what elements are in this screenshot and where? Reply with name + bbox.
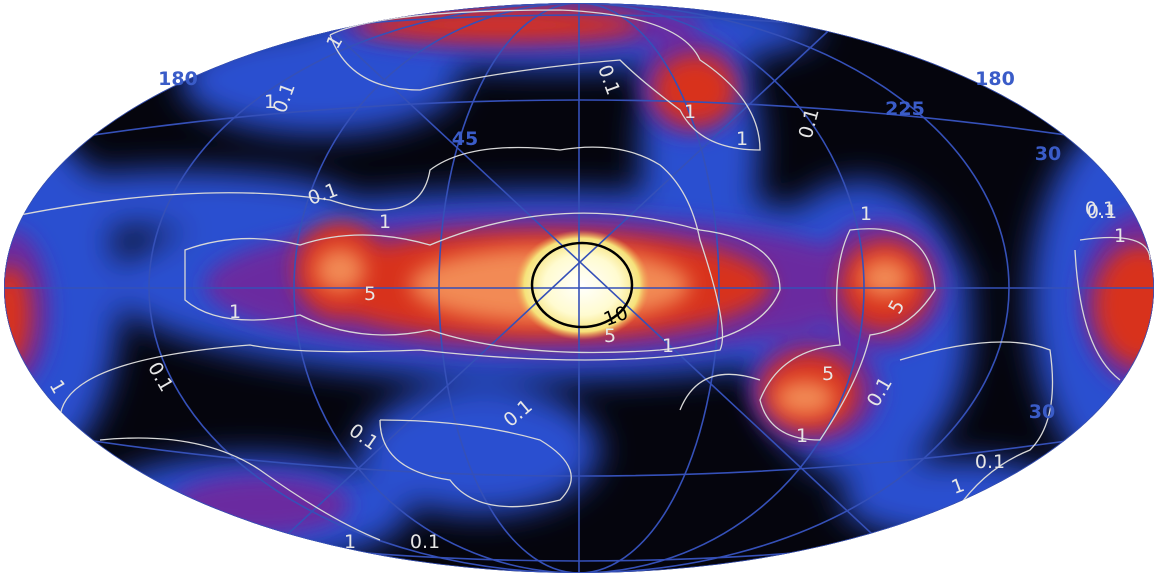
- grid-label: 30: [1035, 143, 1061, 165]
- contour-label: 1: [860, 203, 872, 225]
- contour-label: 1: [264, 91, 276, 113]
- core-emission: [514, 230, 650, 340]
- contour-label: 0.1: [1085, 198, 1115, 220]
- contour-label: 5: [364, 283, 376, 305]
- contour-label: 0.1: [975, 451, 1005, 473]
- contour-label: 5: [604, 325, 616, 347]
- contour-label: 0.1: [410, 531, 440, 553]
- grid-labels: 180 45 225 180 30 30: [158, 68, 1061, 423]
- contour-label: 1: [736, 128, 748, 150]
- contour-label: 1: [344, 531, 356, 553]
- grid-label: 180: [158, 68, 198, 90]
- grid-label: 180: [975, 68, 1015, 90]
- grid-label: 45: [452, 128, 478, 150]
- contours: [19, 9, 1151, 541]
- contour-label: 5: [822, 363, 834, 385]
- grid-label: 30: [1029, 401, 1055, 423]
- contour-label: 1: [684, 101, 696, 123]
- contour-10: [530, 241, 634, 329]
- contour-label: 1: [379, 211, 391, 233]
- contour-label: 1: [662, 335, 674, 357]
- grid-label: 225: [885, 98, 925, 120]
- contour-label: 0.1: [1087, 201, 1117, 223]
- contour-label: 1: [1114, 225, 1126, 247]
- contour-label: 1: [229, 301, 241, 323]
- contour-label: 1: [796, 425, 808, 447]
